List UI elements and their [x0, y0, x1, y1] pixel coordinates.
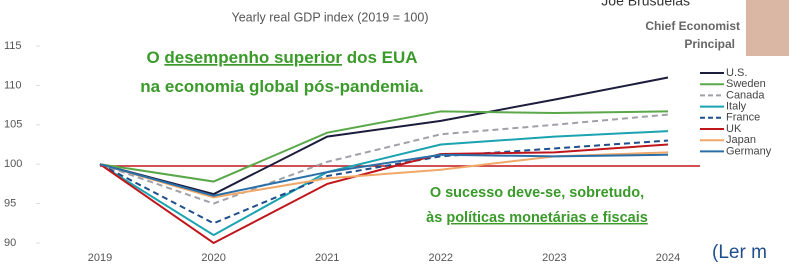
x-tick-label: 2019	[88, 252, 112, 264]
photo	[746, 0, 789, 56]
legend-label: Germany	[726, 145, 772, 157]
y-tick-label: 90	[4, 237, 16, 249]
chart: Yearly real GDP index (2019 = 100) Joe B…	[0, 0, 789, 266]
legend-label: U.S.	[726, 67, 747, 79]
y-tick-label: 100	[4, 158, 22, 170]
y-tick-label: 105	[4, 119, 22, 131]
annotation: O desempenho superior dos EUA	[146, 48, 417, 67]
x-tick-label: 2023	[542, 252, 566, 264]
y-tick-label: 115	[4, 40, 22, 52]
read-more-link[interactable]: (Ler m	[712, 242, 767, 263]
legend-label: France	[726, 112, 760, 124]
x-tick-label: 2021	[315, 252, 339, 264]
y-tick-label: 95	[4, 198, 16, 210]
chart-title: Yearly real GDP index (2019 = 100)	[232, 10, 429, 24]
legend-label: UK	[726, 123, 742, 135]
plot: 90 95 100 105 110 115 2019 2020 2021 2022 2023 2024…	[4, 40, 772, 264]
annotation: às políticas monetárias e fiscais	[426, 210, 648, 226]
author: Joe Brusuelas	[601, 0, 690, 9]
role: Principal	[684, 37, 735, 51]
legend-label: Japan	[726, 134, 756, 146]
legend-label: Canada	[726, 89, 765, 101]
x-tick-label: 2024	[656, 252, 680, 264]
x-tick-label: 2020	[201, 252, 225, 264]
x-tick-label: 2022	[429, 252, 453, 264]
legend-label: Italy	[726, 101, 747, 113]
annotation: O sucesso deve-se, sobretudo,	[430, 185, 644, 201]
y-tick-label: 110	[4, 79, 22, 91]
role: Chief Economist	[645, 19, 740, 33]
legend-label: Sweden	[726, 78, 766, 90]
annotation: na economia global pós-pandemia.	[140, 77, 423, 96]
